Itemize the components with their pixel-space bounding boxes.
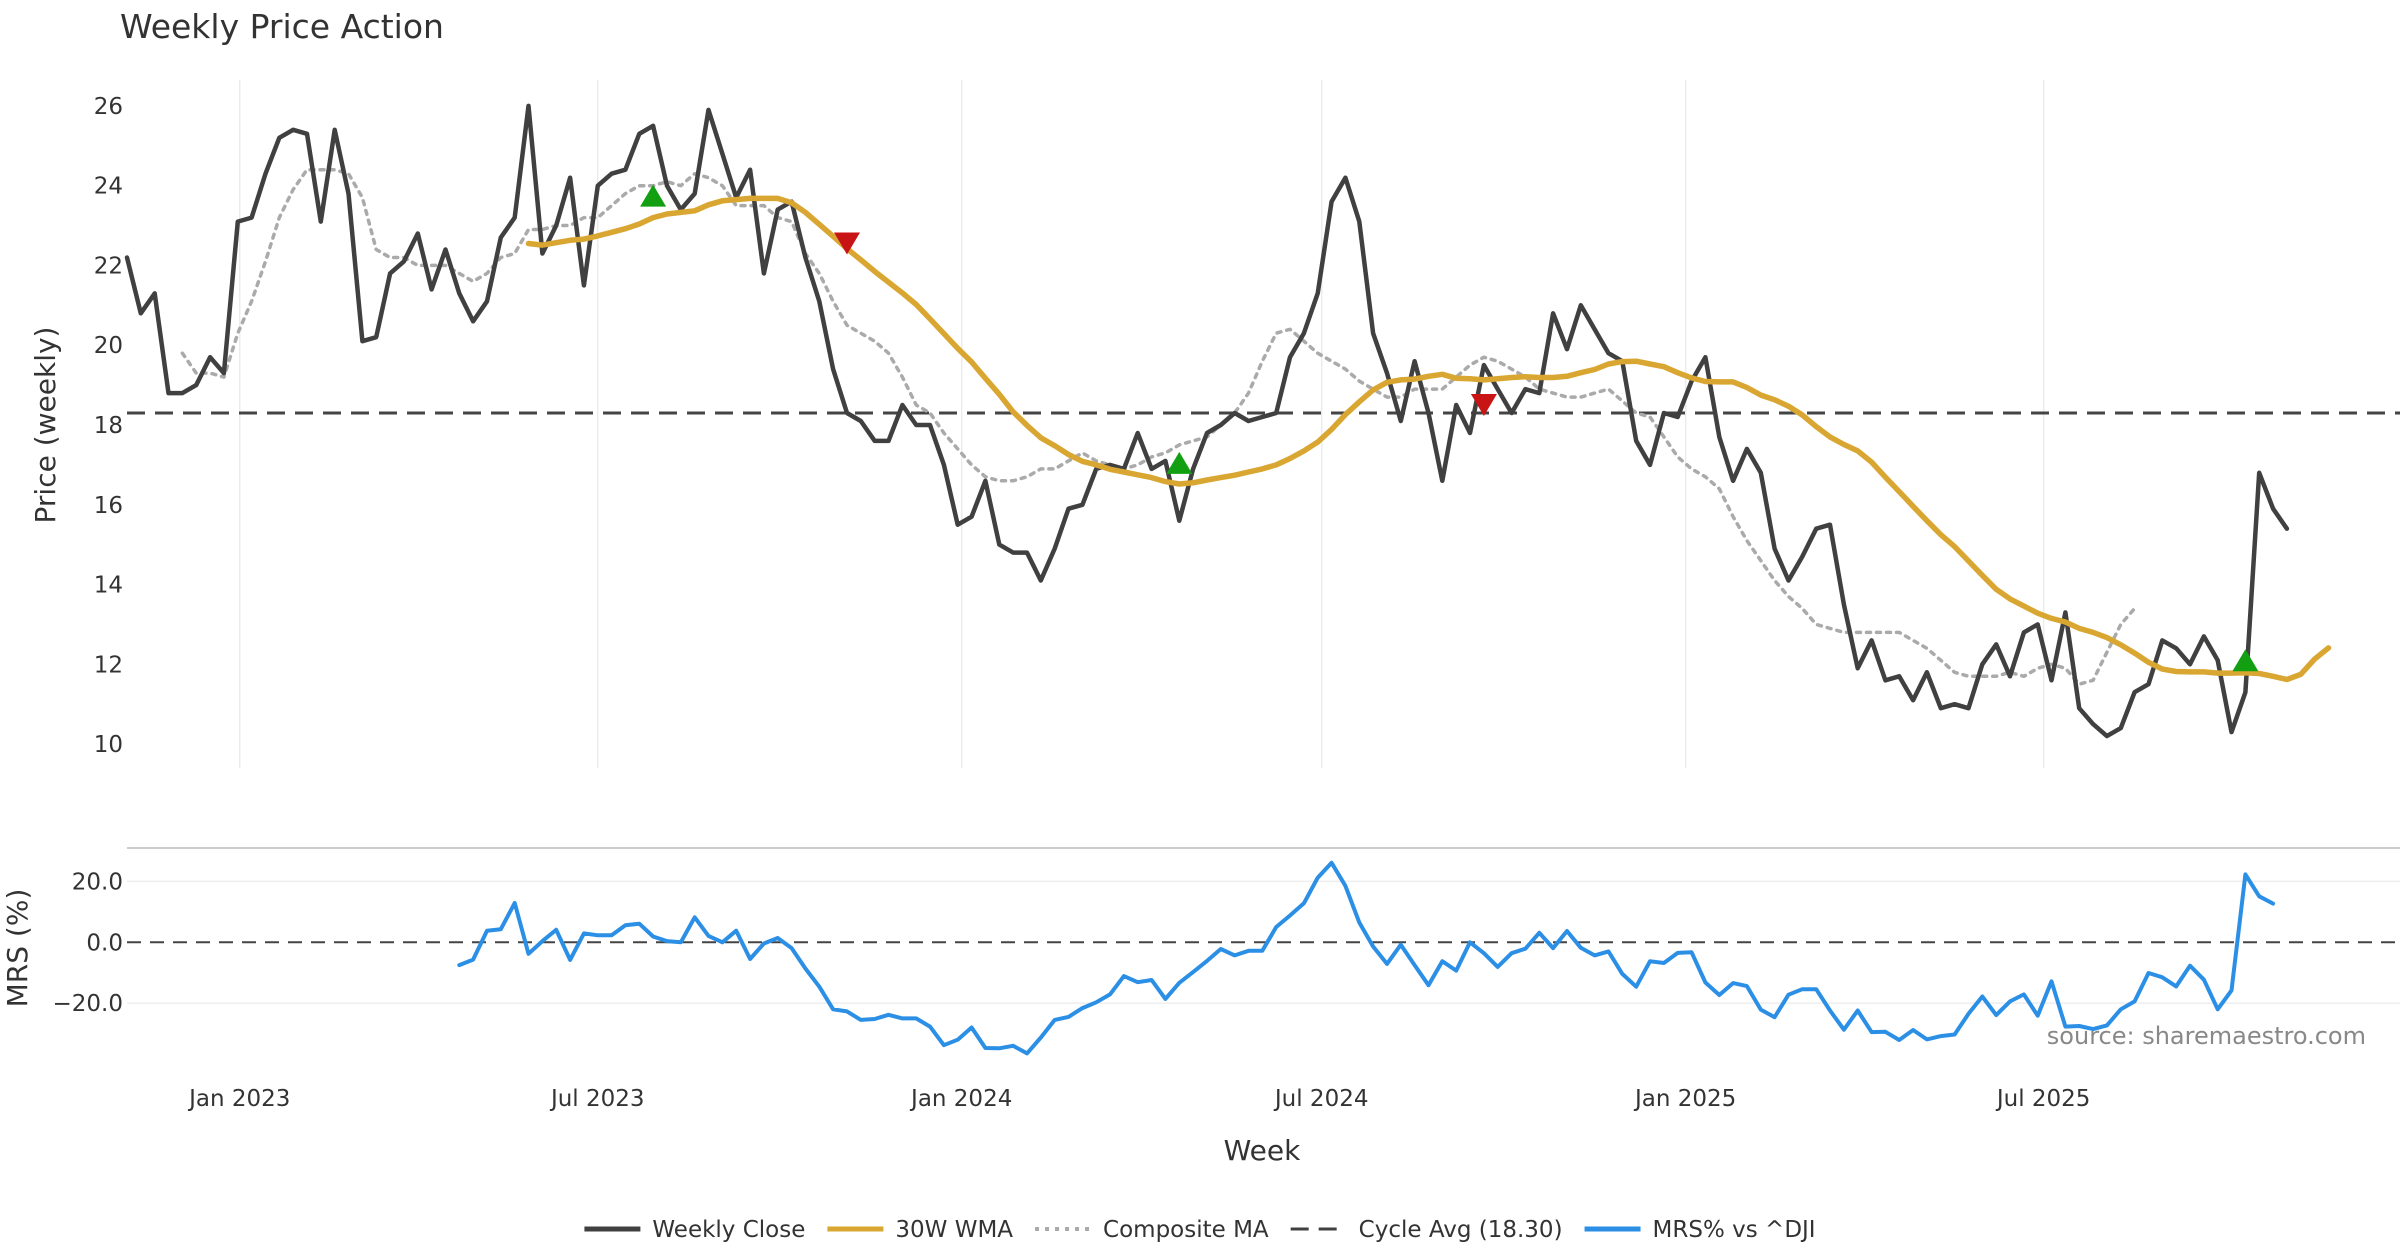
mrs-y-tick-label: 20.0	[72, 869, 123, 895]
x-tick-label: Jan 2024	[909, 1086, 1012, 1112]
sell-signal-marker	[834, 232, 860, 255]
price-y-tick-label: 18	[94, 413, 123, 439]
price-y-tick-label: 26	[94, 94, 123, 120]
sell-signal-marker	[1470, 394, 1497, 416]
price-y-ticks: 10 12 14 16 18 20 22 24 26	[94, 94, 123, 758]
legend-label: Weekly Close	[652, 1217, 805, 1243]
price-y-tick-label: 14	[94, 573, 123, 599]
buy-signal-marker	[2232, 649, 2259, 672]
x-tick-label: Jul 2023	[549, 1086, 645, 1112]
mrs-y-tick-label: 0.0	[86, 930, 123, 956]
x-tick-label: Jul 2024	[1273, 1086, 1369, 1112]
mrs-line	[457, 860, 2276, 1056]
legend-label: Composite MA	[1103, 1217, 1269, 1243]
buy-signal-marker	[1166, 451, 1193, 474]
price-y-tick-label: 22	[94, 253, 123, 279]
legend-label: MRS% vs ^DJI	[1653, 1217, 1816, 1243]
x-axis-label: Week	[1224, 1134, 1301, 1167]
legend-label: 30W WMA	[895, 1217, 1013, 1243]
price-y-tick-label: 20	[94, 333, 123, 359]
wma-30w-line	[525, 195, 2332, 683]
x-ticks: Jan 2023 Jul 2023 Jan 2024 Jul 2024 Jan 2025…	[187, 1086, 2090, 1112]
x-tick-label: Jan 2025	[1633, 1086, 1736, 1112]
price-y-tick-label: 16	[94, 493, 123, 519]
mrs-grid	[127, 880, 2400, 1004]
x-tick-label: Jul 2025	[1995, 1086, 2091, 1112]
price-y-tick-label: 12	[94, 652, 123, 678]
signal-markers	[640, 184, 2259, 672]
legend-label: Cycle Avg (18.30)	[1359, 1217, 1563, 1243]
composite-ma-line	[180, 167, 2137, 686]
source-watermark: source: sharemaestro.com	[2047, 1022, 2366, 1050]
x-tick-label: Jan 2023	[187, 1086, 290, 1112]
legend: Weekly Close 30W WMA Composite MA Cycle Avg…	[584, 1217, 1816, 1243]
price-y-axis-label: Price (weekly)	[29, 327, 62, 524]
chart-title: Weekly Price Action	[120, 7, 444, 46]
mrs-y-ticks: 20.0 0.0 −20.0	[53, 869, 123, 1017]
buy-signal-marker	[640, 184, 667, 207]
price-y-tick-label: 24	[94, 174, 123, 200]
mrs-series	[457, 860, 2276, 1056]
weekly-close-line	[124, 103, 2290, 739]
mrs-y-axis-label: MRS (%)	[1, 889, 34, 1008]
mrs-y-tick-label: −20.0	[53, 991, 123, 1017]
price-series	[124, 103, 2332, 739]
price-y-tick-label: 10	[94, 732, 123, 758]
